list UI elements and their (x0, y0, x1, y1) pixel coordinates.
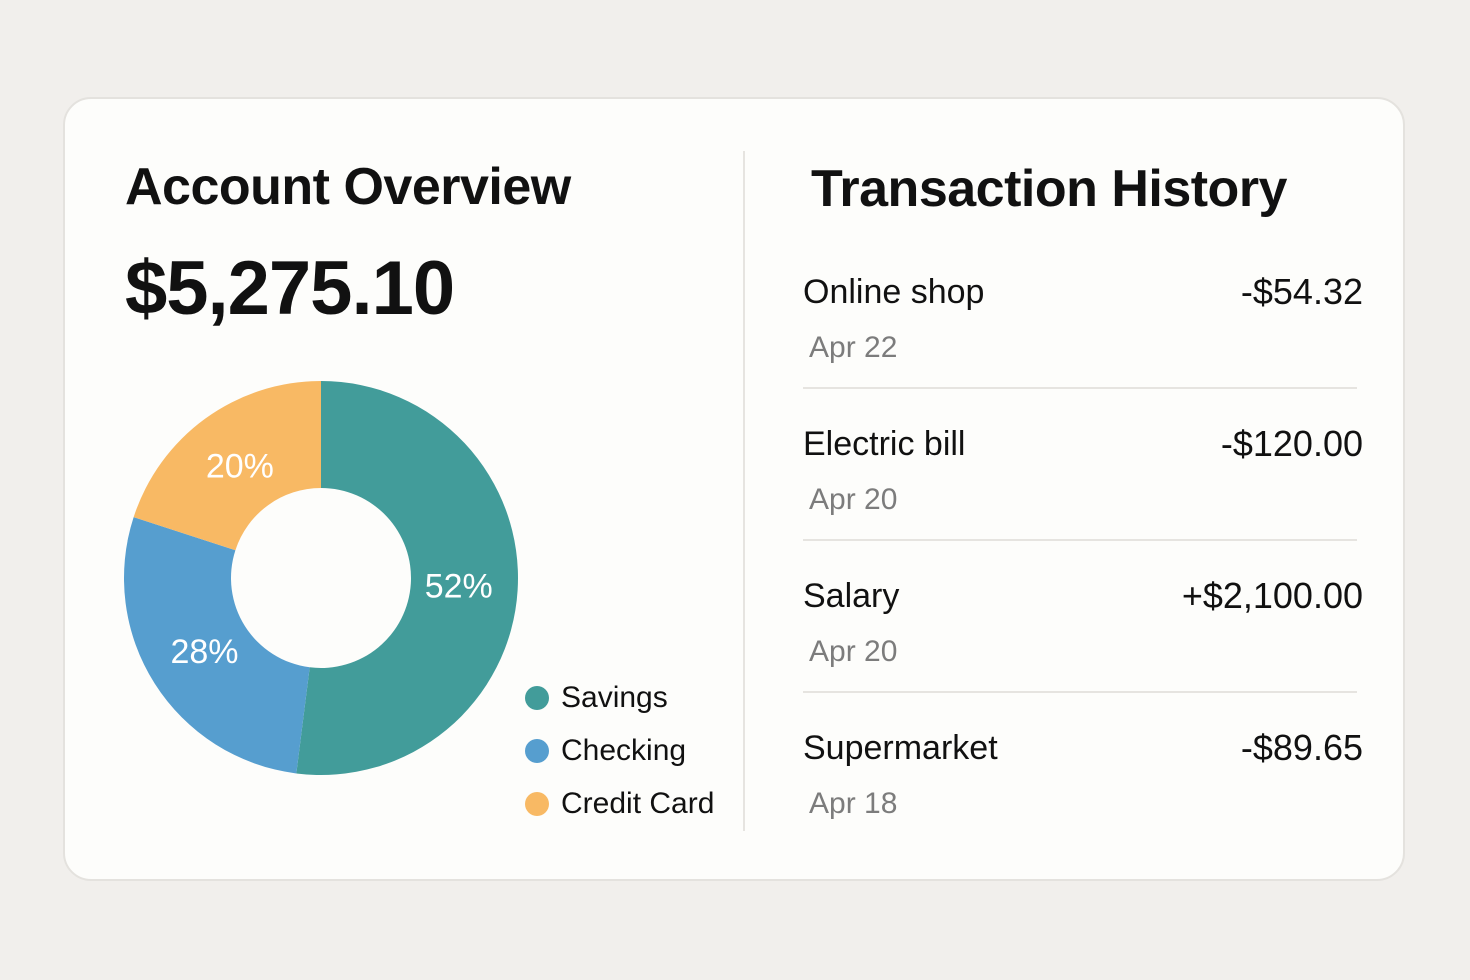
transaction-date: Apr 18 (809, 787, 898, 820)
transaction-name: Electric bill (803, 425, 966, 463)
dashboard-card: Account Overview $5,275.10 52% 28% 20% Sav… (63, 97, 1405, 881)
transaction-history-title: Transaction History (811, 160, 1287, 218)
row-divider (803, 691, 1357, 693)
legend-item-checking: Checking (525, 724, 714, 777)
legend-label-checking: Checking (561, 733, 687, 767)
donut-slice-savings (296, 381, 518, 775)
transaction-row[interactable]: Supermarket -$89.65 Apr 18 (803, 725, 1363, 845)
transaction-date: Apr 20 (809, 483, 898, 516)
savings-color-dot (525, 685, 549, 710)
row-divider (803, 539, 1357, 541)
donut-slice-checking (123, 517, 310, 774)
transaction-row[interactable]: Online shop -$54.32 Apr 22 (803, 269, 1363, 421)
legend-label-savings: Savings (561, 680, 668, 714)
legend-item-savings: Savings (525, 671, 714, 724)
transaction-amount: -$54.32 (1240, 271, 1363, 312)
transaction-list: Online shop -$54.32 Apr 22 Electric bill… (803, 269, 1363, 845)
checking-color-dot (525, 738, 549, 763)
transaction-name: Online shop (803, 273, 985, 311)
transaction-date: Apr 20 (809, 635, 898, 668)
slice-percent-label: 28% (170, 633, 238, 671)
transaction-date: Apr 22 (809, 331, 898, 364)
row-divider (803, 387, 1357, 389)
transaction-row[interactable]: Electric bill -$120.00 Apr 20 (803, 421, 1363, 573)
credit-card-color-dot (525, 791, 549, 816)
transaction-amount: -$120.00 (1220, 423, 1363, 464)
donut-slice-credit-card (133, 381, 321, 551)
legend-label-credit-card: Credit Card (561, 786, 715, 820)
slice-percent-label: 52% (425, 568, 493, 606)
section-divider (743, 151, 745, 831)
slice-percent-label: 20% (206, 447, 274, 485)
account-donut-chart: 52% 28% 20% (123, 381, 518, 775)
transaction-name: Salary (803, 577, 900, 615)
chart-legend: Savings Checking Credit Card (525, 671, 714, 830)
transaction-row[interactable]: Salary +$2,100.00 Apr 20 (803, 573, 1363, 725)
transaction-name: Supermarket (803, 729, 998, 767)
account-overview-title: Account Overview (125, 158, 571, 216)
legend-item-credit-card: Credit Card (525, 777, 714, 830)
transaction-amount: -$89.65 (1240, 727, 1363, 768)
transaction-amount: +$2,100.00 (1181, 575, 1363, 616)
account-balance: $5,275.10 (125, 246, 455, 331)
